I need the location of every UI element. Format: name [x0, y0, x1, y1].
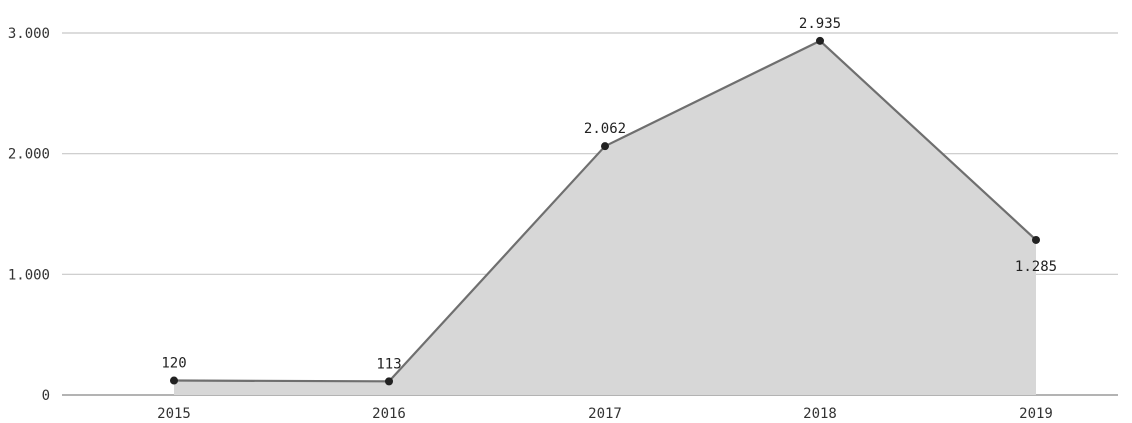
- series-area-fill: [174, 40, 1036, 396]
- data-point-2018: [816, 36, 824, 45]
- x-tick-label: 2016: [372, 406, 406, 422]
- x-axis-ticks: 2015 2016 2017 2018 2019: [157, 406, 1053, 422]
- data-point-2015: [170, 376, 178, 385]
- data-label-2016: 113: [376, 356, 401, 372]
- data-label-2019: 1.285: [1015, 259, 1057, 275]
- y-tick-label: 0: [42, 388, 50, 404]
- data-points: [170, 36, 1040, 386]
- y-axis-ticks: 0 1.000 2.000 3.000: [8, 26, 50, 404]
- data-label-2015: 120: [161, 356, 186, 372]
- area-fill-layer: [174, 40, 1036, 396]
- y-tick-label: 1.000: [8, 267, 50, 283]
- x-tick-label: 2018: [803, 406, 837, 422]
- y-tick-label: 3.000: [8, 26, 50, 42]
- data-point-2019: [1032, 235, 1040, 244]
- x-tick-label: 2019: [1019, 406, 1053, 422]
- y-tick-label: 2.000: [8, 147, 50, 163]
- x-tick-label: 2017: [588, 406, 622, 422]
- data-label-2017: 2.062: [584, 121, 626, 137]
- x-tick-label: 2015: [157, 406, 191, 422]
- data-label-2018: 2.935: [799, 16, 841, 32]
- data-labels: 120 113 2.062 2.935 1.285: [161, 16, 1057, 373]
- data-point-2017: [601, 142, 609, 151]
- data-point-2016: [385, 377, 393, 386]
